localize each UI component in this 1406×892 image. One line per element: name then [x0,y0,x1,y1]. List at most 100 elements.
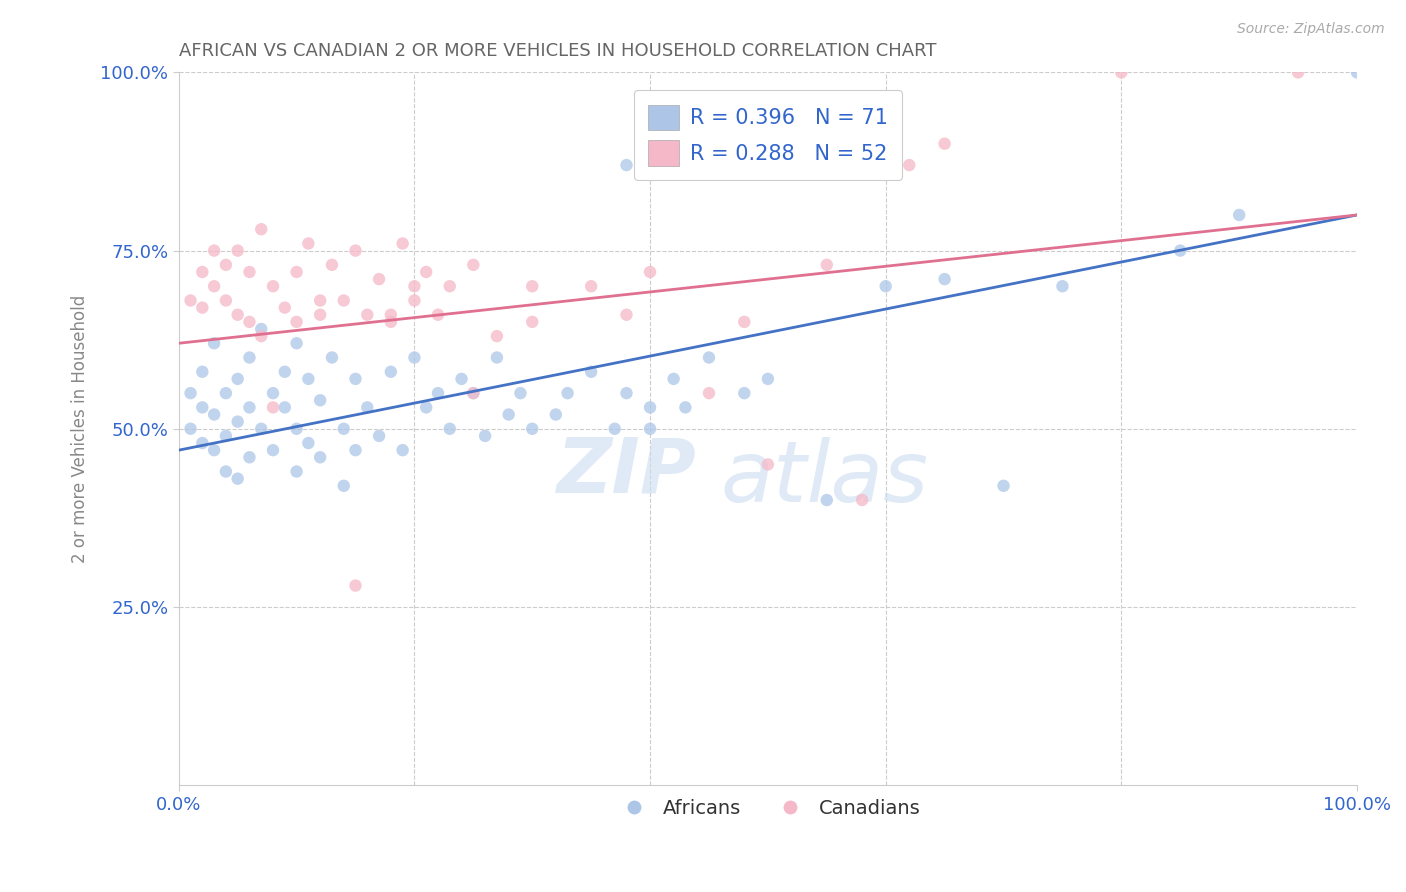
Point [427,308,450,322]
Point [815,493,838,508]
Point [285,315,308,329]
Point [356,401,378,415]
Point [238,450,260,465]
Point [557,386,579,401]
Point [215,386,238,401]
Text: Source: ZipAtlas.com: Source: ZipAtlas.com [1237,22,1385,37]
Point [638,265,661,279]
Point [993,479,1015,493]
Point [191,265,214,279]
Point [450,372,472,386]
Point [202,336,225,351]
Point [297,236,319,251]
Point [1346,65,1368,79]
Point [544,408,567,422]
Point [250,322,273,336]
Point [756,458,779,472]
Point [638,422,661,436]
Point [250,329,273,343]
Point [498,408,520,422]
Point [226,244,249,258]
Point [262,279,284,293]
Point [380,308,402,322]
Text: AFRICAN VS CANADIAN 2 OR MORE VEHICLES IN HOUSEHOLD CORRELATION CHART: AFRICAN VS CANADIAN 2 OR MORE VEHICLES I… [179,42,936,60]
Point [250,422,273,436]
Point [180,422,202,436]
Point [415,401,437,415]
Point [274,401,297,415]
Point [638,401,661,415]
Point [815,258,838,272]
Point [180,293,202,308]
Point [485,351,508,365]
Point [344,578,367,592]
Point [733,315,755,329]
Point [226,308,249,322]
Point [309,393,332,408]
Point [309,450,332,465]
Point [404,351,426,365]
Point [191,436,214,450]
Point [579,279,602,293]
Point [250,222,273,236]
Point [332,479,354,493]
Point [898,158,921,172]
Point [673,401,696,415]
Point [380,365,402,379]
Point [934,136,956,151]
Point [285,422,308,436]
Point [934,272,956,286]
Point [202,244,225,258]
Point [344,244,367,258]
Point [1168,244,1191,258]
Point [285,336,308,351]
Point [238,351,260,365]
Point [380,315,402,329]
Point [368,429,391,443]
Point [332,293,354,308]
Point [297,372,319,386]
Point [616,158,638,172]
Point [238,401,260,415]
Point [404,293,426,308]
Point [285,265,308,279]
Point [309,293,332,308]
Point [191,301,214,315]
Point [262,401,284,415]
Point [309,308,332,322]
Point [522,315,544,329]
Point [238,265,260,279]
Point [215,465,238,479]
Point [391,443,413,458]
Point [202,408,225,422]
Point [463,386,485,401]
Point [522,279,544,293]
Point [344,443,367,458]
Point [215,293,238,308]
Point [262,386,284,401]
Point [1227,208,1250,222]
Point [733,386,755,401]
Point [274,365,297,379]
Point [756,372,779,386]
Point [851,493,873,508]
Y-axis label: 2 or more Vehicles in Household: 2 or more Vehicles in Household [72,294,89,563]
Point [579,365,602,379]
Point [226,472,249,486]
Text: atlas: atlas [721,437,929,520]
Point [274,301,297,315]
Point [463,258,485,272]
Point [1111,65,1133,79]
Point [262,443,284,458]
Point [415,265,437,279]
Legend: Africans, Canadians: Africans, Canadians [607,790,929,825]
Point [368,272,391,286]
Point [603,422,626,436]
Point [191,365,214,379]
Point [697,351,720,365]
Point [215,429,238,443]
Point [238,315,260,329]
Point [1286,65,1309,79]
Point [297,436,319,450]
Point [344,372,367,386]
